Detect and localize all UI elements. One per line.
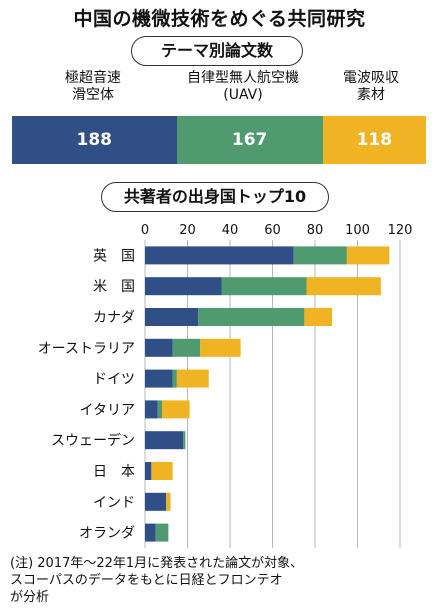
- bar-segment: [151, 462, 173, 480]
- category-label: ドイツ: [93, 372, 135, 388]
- bar-segment: [293, 246, 347, 265]
- bar-segment: [145, 492, 167, 511]
- bar-segment: [145, 277, 222, 296]
- bar-segment: [145, 308, 199, 326]
- bar-segment: [183, 431, 186, 450]
- bar-segment: [145, 523, 156, 542]
- category-label: 日 本: [93, 464, 135, 480]
- bar-segment: [306, 277, 381, 296]
- category-label: インド: [93, 495, 135, 511]
- x-tick-label: 20: [179, 223, 196, 238]
- footnote-line3: が分析: [10, 590, 50, 605]
- category-label: スウェーデン: [51, 432, 135, 449]
- label-uav-line1: 自律型無人航空機: [187, 70, 299, 86]
- label-absorb-line2: 素材: [357, 87, 385, 103]
- category-label: 英 国: [93, 247, 135, 264]
- label-hypersonic: 極超音速 滑空体: [14, 70, 172, 104]
- chart-title: 中国の機微技術をめぐる共同研究: [73, 8, 366, 30]
- x-tick-label: 100: [345, 223, 370, 238]
- theme-bar-uav: 167: [176, 116, 323, 164]
- x-tick-label: 40: [222, 223, 239, 238]
- bar-segment: [172, 338, 201, 357]
- section-heading-themes: テーマ別論文数: [131, 36, 303, 66]
- x-tick-label: 0: [141, 223, 149, 238]
- footnote-line2: スコーパスのデータをもとに日経とフロンテオ: [10, 573, 283, 588]
- bar-segment: [145, 369, 173, 388]
- category-label: オランダ: [79, 526, 135, 542]
- label-hypersonic-line1: 極超音速: [65, 70, 121, 86]
- label-uav: 自律型無人航空機 (UAV): [168, 70, 318, 104]
- category-label: カナダ: [93, 310, 135, 326]
- bar-segment: [145, 338, 173, 357]
- category-label: イタリア: [80, 402, 135, 418]
- label-absorb-line1: 電波吸収: [343, 70, 399, 86]
- x-tick-label: 80: [307, 223, 324, 238]
- bar-segment: [346, 246, 390, 265]
- bar-segment: [145, 246, 294, 265]
- theme-bar-hypersonic: 188: [12, 116, 177, 164]
- theme-stacked-bar: 188 167 118: [12, 116, 426, 164]
- footnote: (注) 2017年～22年1月に発表された論文が対象、 スコーパスのデータをもと…: [10, 555, 434, 606]
- category-label: オーストラリア: [38, 341, 135, 357]
- label-hypersonic-line2: 滑空体: [72, 87, 114, 103]
- bar-segment: [200, 338, 241, 357]
- bar-segment: [155, 523, 169, 542]
- label-absorb: 電波吸収 素材: [316, 70, 426, 104]
- bar-segment: [166, 492, 171, 511]
- category-label: 米 国: [93, 279, 135, 295]
- bar-segment: [198, 308, 305, 326]
- bar-segment: [221, 277, 307, 296]
- bar-segment: [304, 308, 332, 326]
- bar-segment: [162, 400, 190, 419]
- theme-bar-absorb: 118: [322, 116, 426, 164]
- footnote-line1: (注) 2017年～22年1月に発表された論文が対象、: [10, 556, 304, 571]
- label-uav-line2: (UAV): [223, 87, 263, 103]
- bar-segment: [145, 400, 158, 419]
- section-heading-countries: 共著者の出身国トップ10: [101, 182, 329, 212]
- x-tick-label: 60: [264, 223, 281, 238]
- bar-segment: [145, 431, 184, 450]
- bar-segment: [157, 400, 162, 419]
- x-tick-label: 120: [388, 223, 413, 238]
- bar-segment: [176, 369, 209, 388]
- bar-segment: [145, 462, 152, 480]
- bar-segment: [172, 369, 177, 388]
